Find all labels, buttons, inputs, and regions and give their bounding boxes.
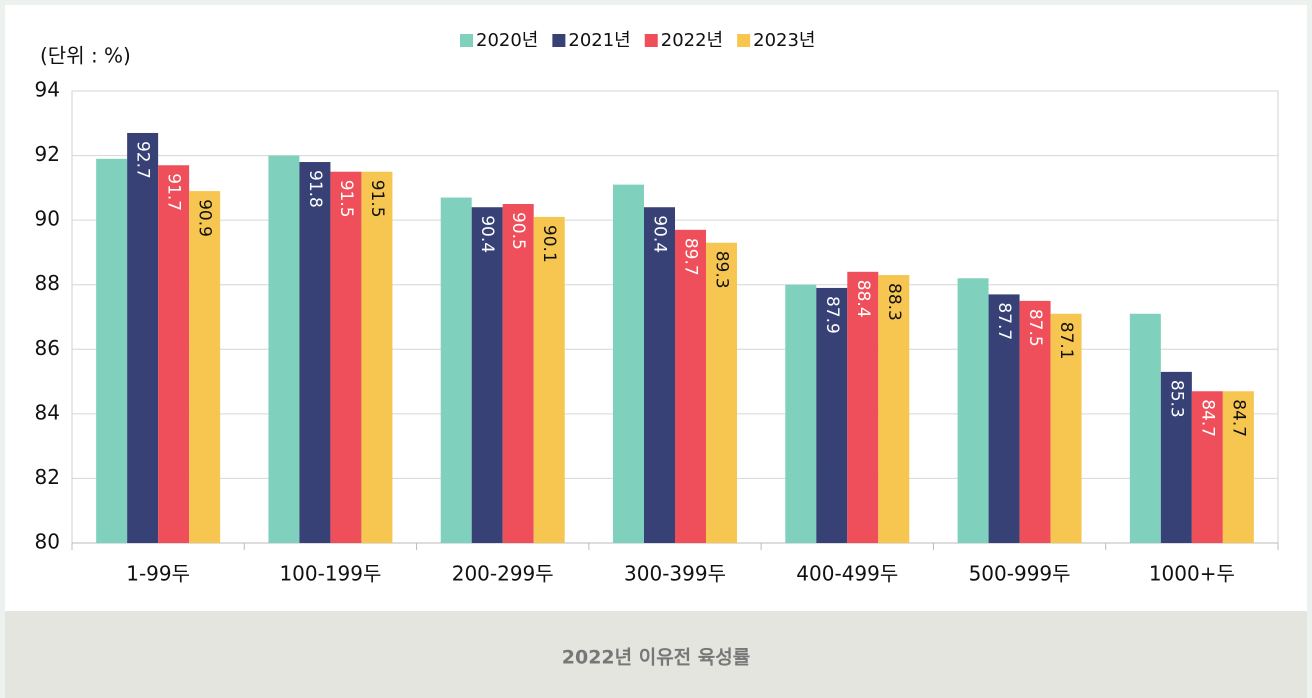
- bar: [502, 204, 534, 543]
- x-tick-label: 400-499두: [796, 562, 898, 586]
- legend-label: 2023년: [753, 30, 815, 51]
- data-label: 87.1: [1056, 322, 1076, 360]
- data-label: 91.8: [305, 170, 325, 208]
- data-label: 84.7: [1228, 399, 1248, 437]
- bar: [957, 278, 989, 543]
- caption: 2022년 이유전 육성률: [562, 647, 750, 669]
- bar: [361, 171, 393, 543]
- bar: [127, 132, 159, 543]
- x-tick-label: 1-99두: [126, 562, 190, 586]
- bar: [471, 207, 503, 543]
- data-label: 91.5: [336, 180, 356, 218]
- bar: [644, 207, 675, 543]
- x-tick-label: 500-999두: [969, 562, 1071, 586]
- data-label: 92.7: [133, 141, 153, 179]
- data-label: 84.7: [1197, 399, 1217, 437]
- y-tick-label: 86: [35, 336, 60, 360]
- bar: [785, 284, 817, 543]
- legend-swatch: [552, 34, 566, 47]
- bar: [1191, 391, 1223, 543]
- bar: [1019, 300, 1051, 543]
- bar: [1050, 313, 1082, 543]
- legend-label: 2022년: [661, 30, 723, 51]
- y-tick-label: 90: [35, 207, 60, 231]
- bar: [1129, 313, 1161, 543]
- bar: [440, 197, 472, 544]
- bar: [96, 158, 128, 544]
- data-label: 88.4: [853, 280, 873, 318]
- data-label: 87.7: [994, 302, 1014, 340]
- y-tick-label: 92: [35, 142, 60, 166]
- data-label: 91.7: [164, 173, 184, 211]
- data-label: 90.5: [508, 212, 528, 250]
- bar: [533, 216, 565, 543]
- bar: [189, 191, 221, 544]
- bar: [675, 229, 706, 544]
- x-tick-label: 100-199두: [279, 562, 381, 586]
- data-label: 90.9: [195, 199, 215, 237]
- bar: [299, 162, 331, 543]
- bar: [1160, 371, 1192, 543]
- x-tick-label: 300-399두: [624, 562, 726, 586]
- bar: [988, 294, 1020, 543]
- y-tick-label: 82: [35, 465, 60, 489]
- bar: [158, 165, 190, 543]
- data-label: 89.3: [712, 251, 732, 289]
- legend-label: 2020년: [476, 30, 538, 51]
- x-tick-label: 200-299두: [452, 562, 554, 586]
- bar: [816, 287, 848, 543]
- bar: [878, 275, 910, 543]
- x-tick-label: 1000+두: [1149, 562, 1235, 586]
- legend-swatch: [460, 34, 473, 47]
- legend-swatch: [737, 34, 751, 47]
- data-label: 90.1: [539, 225, 559, 263]
- caption-band: [5, 611, 1307, 698]
- data-label: 85.3: [1166, 380, 1186, 418]
- data-label: 87.5: [1025, 309, 1045, 347]
- bar: [706, 242, 737, 543]
- legend-label: 2021년: [568, 30, 630, 51]
- bar: [613, 184, 644, 543]
- data-label: 90.4: [477, 215, 497, 253]
- data-label: 87.9: [822, 296, 842, 334]
- data-label: 88.3: [884, 283, 904, 321]
- bar: [330, 171, 362, 543]
- y-tick-label: 88: [35, 271, 60, 295]
- data-label: 89.7: [681, 238, 701, 276]
- legend-swatch: [644, 34, 658, 47]
- y-tick-label: 84: [35, 400, 60, 424]
- bar: [1222, 391, 1254, 543]
- y-tick-label: 80: [35, 530, 60, 554]
- y-tick-label: 94: [35, 78, 60, 102]
- data-label: 90.4: [650, 215, 670, 253]
- bar: [847, 271, 879, 543]
- bar: [268, 155, 300, 544]
- data-label: 91.5: [367, 180, 387, 218]
- unit-label: (단위 : %): [40, 44, 131, 68]
